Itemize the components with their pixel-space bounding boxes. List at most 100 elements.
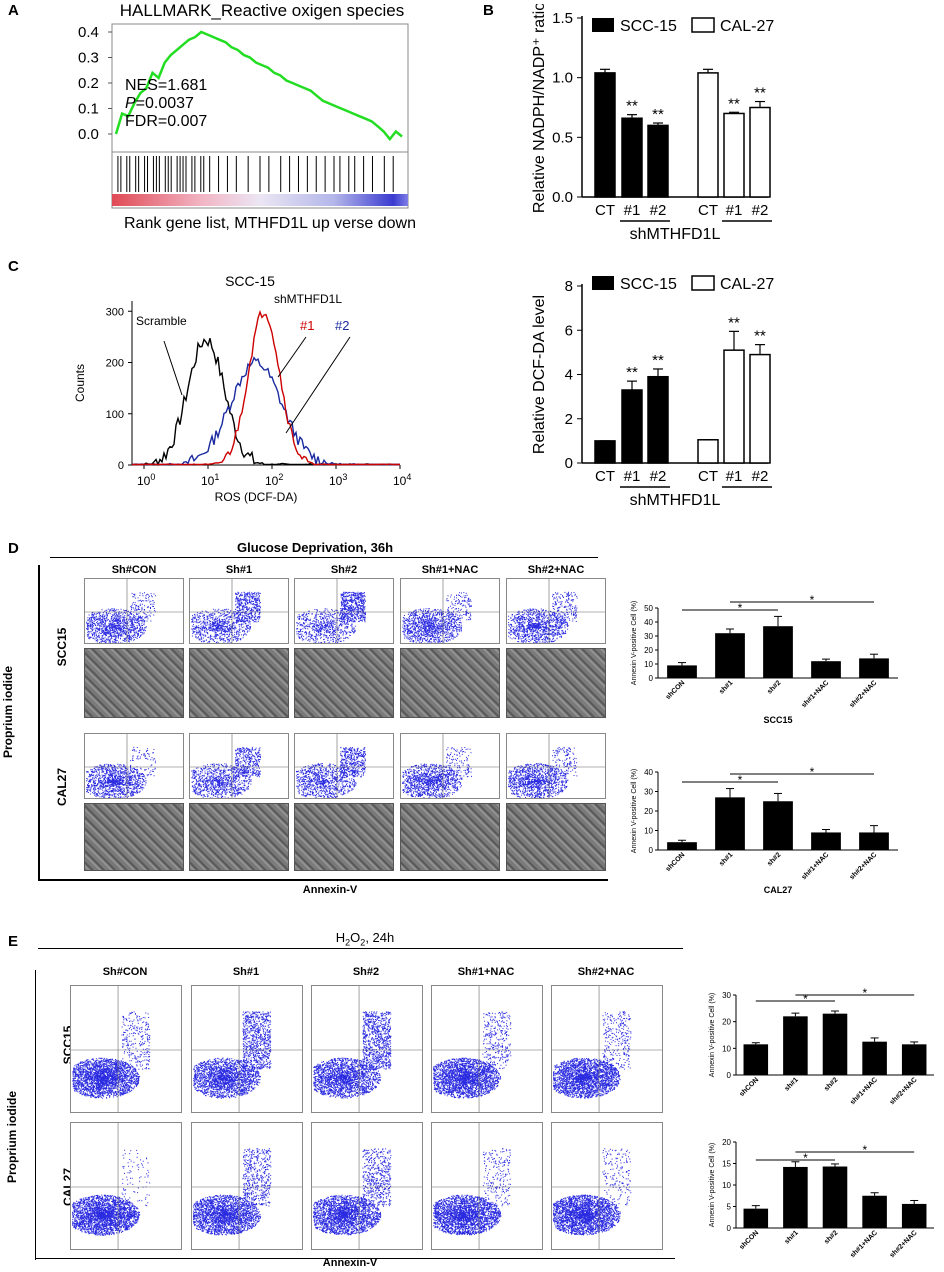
histogram-title: SCC-15: [225, 273, 275, 289]
bar: [783, 1166, 808, 1228]
scatter-dots: [507, 734, 605, 798]
y-tick-label: 0: [565, 455, 573, 472]
event-dots: [313, 1011, 392, 1099]
bar: [667, 842, 697, 850]
nes-value: NES=1.681: [125, 77, 208, 94]
panel-d-letter: D: [8, 540, 19, 557]
gsea-plot: 0.4 0.3 0.2 0.1 0.0: [78, 23, 409, 209]
event-dots: [402, 592, 472, 643]
panel-e-col-label: Sh#1: [232, 966, 260, 978]
y-tick-label: 30: [644, 788, 653, 797]
category-label: sh#1: [718, 679, 734, 695]
category-label: CT: [698, 202, 718, 219]
sig-star-2: *: [862, 1143, 867, 1157]
panel-d-ylabel: Proprium iodide: [1, 666, 15, 759]
y-tick-label: 6: [565, 322, 573, 339]
gsea-stats: NES=1.681 P=0.0037 FDR=0.007: [125, 77, 207, 131]
scatter-dots: [401, 579, 499, 643]
bar: [822, 1166, 848, 1228]
event-dots: [508, 746, 578, 798]
panel-e-scatter-tile: [191, 1122, 303, 1250]
bar-scc15: [621, 117, 643, 198]
scatter-dots: [432, 1123, 542, 1249]
scatter-dots: [71, 986, 181, 1112]
y-axis-label: Annexin V-positive Cell (%): [709, 993, 716, 1077]
panel-d-col-label: Sh#2+NAC: [527, 564, 585, 576]
legend-label-scc15: SCC-15: [620, 276, 677, 293]
panel-e-scc15-chart: 0 10 20 30 Annexin V-positive Cell (%) shCON s…: [709, 986, 934, 1106]
panel-d-col-label: Sh#1: [225, 564, 253, 576]
panel-e-scatter-tile: [70, 985, 182, 1113]
panel-d-scatter-tile: [294, 578, 394, 644]
bar: [715, 633, 745, 678]
bar-scc15: [594, 72, 616, 198]
y-tick-label: 15: [722, 1160, 731, 1169]
scatter-dots: [295, 579, 393, 643]
category-label: #1: [624, 202, 641, 219]
y-tick-label: 40: [644, 618, 653, 627]
panel-a-letter: A: [8, 2, 19, 19]
panel-d-scc15-chart: 0 10 20 30 40 50 Annexin V-positive Cell (%) sh…: [631, 593, 898, 725]
category-label: sh#2+NAC: [889, 1076, 919, 1106]
y-tick-label: 30: [722, 991, 731, 1000]
title-o: O: [350, 930, 361, 945]
significance-mark: **: [652, 352, 664, 369]
event-dots: [402, 747, 472, 798]
panel-d-scatter-tile: [506, 578, 606, 644]
sh1-label: #1: [300, 318, 314, 333]
y-tick-label: 10: [644, 660, 653, 669]
panel-e-scatter-tile: [551, 1122, 663, 1250]
y-tick-label: 30: [644, 632, 653, 641]
panel-d-scatter-tile: [400, 578, 500, 644]
category-label: sh#2: [766, 851, 782, 867]
category-label: sh#1+NAC: [849, 1076, 879, 1106]
panel-d-micrograph: [506, 803, 606, 871]
bar-cal27: [697, 439, 719, 464]
bar: [862, 1195, 887, 1228]
title-h: H: [335, 930, 346, 945]
category-label: sh#1: [718, 851, 734, 867]
panel-e-col-label: Sh#1+NAC: [457, 966, 515, 978]
significance-mark: **: [626, 364, 638, 381]
scatter-dots: [401, 734, 499, 798]
panel-e-scatter-tile: [431, 1122, 543, 1250]
scatter-dots: [190, 579, 288, 643]
panel-e-left-rule: [35, 970, 36, 1260]
bar: [822, 1013, 848, 1075]
panel-d-micrograph: [400, 648, 500, 718]
event-dots: [296, 591, 366, 643]
hist-y-tick-label: 100: [106, 409, 124, 421]
ros-histogram: 300 200 100 0 Counts 100 101 102 103 104 ROS (DCF-…: [73, 292, 411, 504]
category-label: sh#2: [823, 1076, 839, 1092]
panel-e-letter: E: [8, 933, 19, 950]
y-tick-label: 40: [644, 768, 653, 777]
y-axis-label: Relative NADPH/NADP⁺ ratio: [531, 4, 548, 213]
bar: [811, 661, 841, 678]
event-dots: [508, 591, 578, 643]
gsea-enrichment-frame: [111, 23, 409, 153]
scatter-dots: [71, 1123, 181, 1249]
y-tick-label: 4: [565, 367, 573, 384]
legend-swatch-cal27: [691, 17, 715, 33]
p-value: P=0.0037: [125, 95, 207, 113]
bar: [783, 1016, 808, 1075]
panel-d-micrograph: [294, 803, 394, 871]
bar-cal27: [749, 106, 771, 198]
category-label: #2: [752, 468, 769, 485]
hist-x-tick-label: 103: [329, 472, 347, 488]
category-label: sh#1+NAC: [801, 679, 831, 709]
y-tick-label: 1.5: [552, 10, 573, 27]
panel-e-scatter-tile: [551, 985, 663, 1113]
y-axis-label: Annexin V-positive Cell (%): [709, 1143, 716, 1227]
bar: [763, 626, 793, 678]
event-dots: [86, 746, 156, 798]
event-dots: [191, 591, 261, 643]
p-number: =0.0037: [135, 95, 194, 112]
sig-star-1: *: [738, 601, 743, 615]
y-tick-label: 20: [644, 646, 653, 655]
y-tick-label: 0.0: [552, 189, 573, 206]
sh2-arrow: [285, 336, 351, 434]
panel-d-scatter-tile: [400, 733, 500, 799]
panel-e-scatter-tile: [431, 985, 543, 1113]
gsea-xlabel: Rank gene list, MTHFD1L up verse down: [124, 215, 416, 232]
